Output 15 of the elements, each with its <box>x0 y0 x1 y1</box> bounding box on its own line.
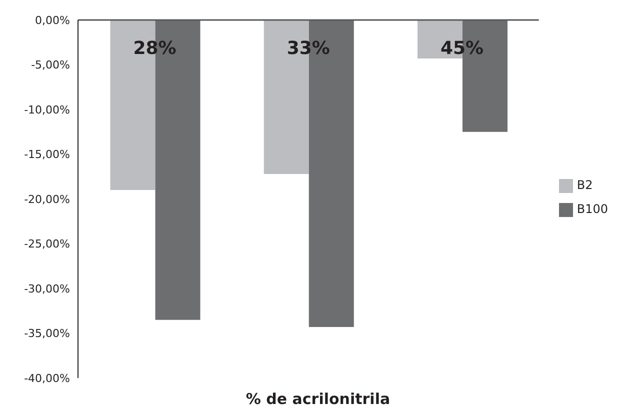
x-tick-label: 28% <box>133 38 176 59</box>
y-tick-label: -20,00% <box>24 192 70 206</box>
y-tick-label: -35,00% <box>24 327 70 340</box>
y-tick-label: -25,00% <box>24 238 70 251</box>
y-tick-label: -40,00% <box>24 372 70 385</box>
legend-label: B100 <box>576 202 608 216</box>
y-tick-label: 0,00% <box>35 14 70 27</box>
y-tick-label: -10,00% <box>24 103 70 116</box>
legend-label: B2 <box>576 178 593 192</box>
y-tick-label: -5,00% <box>31 58 70 72</box>
x-axis-title: % de acrilonitrila <box>244 390 392 408</box>
y-tick-label: -30,00% <box>24 282 70 296</box>
x-tick-label: 45% <box>440 38 484 59</box>
y-tick-label: -15,00% <box>24 148 70 162</box>
x-tick-label: 33% <box>286 38 330 59</box>
